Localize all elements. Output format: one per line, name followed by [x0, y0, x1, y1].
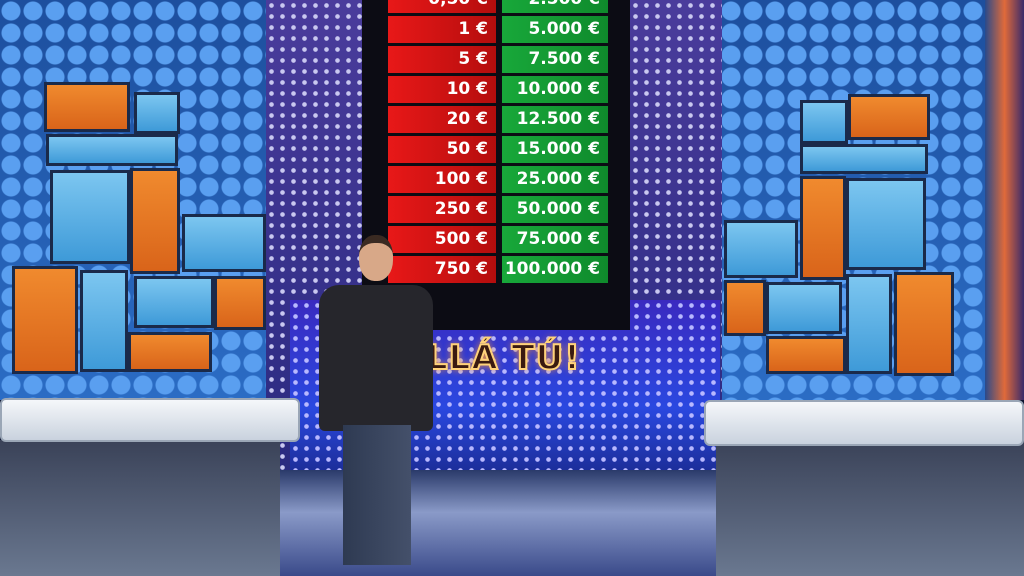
- right-podium: [704, 400, 1024, 446]
- orange-tile: [214, 276, 266, 330]
- blue-tile: [800, 100, 848, 144]
- right-prize-cell: 10.000 €: [502, 76, 608, 103]
- blue-tile: [846, 178, 926, 270]
- blue-tile: [800, 144, 928, 174]
- blue-tile: [846, 274, 892, 374]
- orange-tile: [128, 332, 212, 372]
- right-prize-cell: 2.500 €: [502, 0, 608, 13]
- host-head: [359, 235, 393, 281]
- blue-tile: [766, 282, 842, 334]
- right-floor: [716, 440, 1024, 576]
- orange-tile: [800, 176, 846, 280]
- left-podium: [0, 398, 300, 442]
- left-prize-cell: 1 €: [388, 16, 496, 43]
- left-prize-cell: 100 €: [388, 166, 496, 193]
- right-prize-cell: 12.500 €: [502, 106, 608, 133]
- orange-tile: [894, 272, 954, 376]
- orange-tile: [766, 336, 846, 374]
- left-floor: [0, 440, 280, 576]
- right-prize-cell: 5.000 €: [502, 16, 608, 43]
- orange-tile: [724, 280, 766, 336]
- left-prize-cell: 5 €: [388, 46, 496, 73]
- right-edge-light: [985, 0, 1024, 400]
- blue-tile: [50, 170, 130, 264]
- host-person: [315, 235, 437, 576]
- host-jacket: [319, 285, 433, 431]
- orange-tile: [44, 82, 130, 132]
- blue-tile: [134, 276, 214, 328]
- orange-tile: [12, 266, 78, 374]
- blue-tile: [182, 214, 266, 272]
- left-prize-cell: 10 €: [388, 76, 496, 103]
- blue-tile: [46, 134, 178, 166]
- right-prize-cell: 15.000 €: [502, 136, 608, 163]
- left-prize-cell: 250 €: [388, 196, 496, 223]
- orange-tile: [130, 168, 180, 274]
- right-prize-cell: 7.500 €: [502, 46, 608, 73]
- right-prize-cell: 100.000 €: [502, 256, 608, 283]
- left-prize-cell: 20 €: [388, 106, 496, 133]
- blue-tile: [724, 220, 798, 278]
- orange-tile: [848, 94, 930, 140]
- host-jeans: [343, 425, 411, 565]
- right-prize-cell: 75.000 €: [502, 226, 608, 253]
- show-logo: LLÁ TÚ!: [425, 337, 581, 379]
- left-prize-cell: 750 €: [388, 256, 496, 283]
- left-prize-cell: 0,50 €: [388, 0, 496, 13]
- right-prize-cell: 50.000 €: [502, 196, 608, 223]
- left-prize-cell: 50 €: [388, 136, 496, 163]
- blue-tile: [80, 270, 128, 372]
- left-prize-cell: 500 €: [388, 226, 496, 253]
- right-prize-cell: 25.000 €: [502, 166, 608, 193]
- blue-tile: [134, 92, 180, 134]
